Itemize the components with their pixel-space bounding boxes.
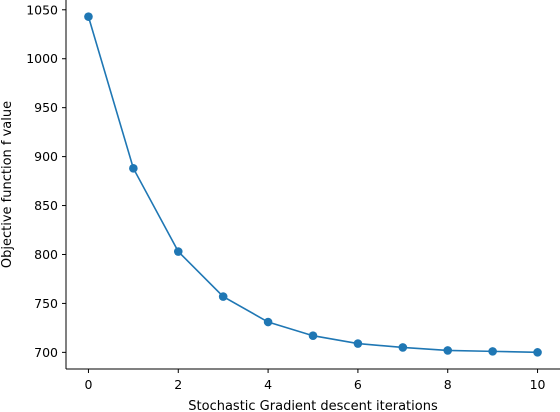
x-axis-label: Stochastic Gradient descent iterations [188,399,438,412]
y-tick-label: 850 [34,198,58,213]
x-tick-label: 6 [354,377,362,392]
data-point [443,346,453,355]
x-tick-label: 0 [84,377,92,392]
data-point [129,164,138,173]
y-tick-label: 950 [34,100,58,115]
y-tick-label: 700 [34,345,58,360]
data-point [173,247,183,256]
data-point [398,343,408,352]
series-line [87,16,538,354]
data-point [488,347,497,356]
y-tick-label: 800 [34,247,58,262]
y-axis-ticks: 700 750 800 850 900 950 1000 1050 [26,2,66,360]
data-point [218,292,228,301]
data-point [308,331,318,341]
x-tick-label: 2 [174,377,182,392]
y-tick-label: 1000 [26,51,58,66]
x-tick-label: 4 [264,377,272,392]
y-axis-label: Objective function f value [0,101,15,268]
series-layer [84,12,542,357]
x-axis-ticks: 0 2 4 6 8 10 [84,369,546,392]
y-tick-label: 1050 [26,2,58,17]
y-tick-label: 750 [34,296,58,311]
data-point [353,339,363,348]
data-point [263,317,273,327]
x-tick-label: 10 [530,377,546,392]
x-tick-label: 8 [444,377,452,392]
y-tick-label: 900 [34,149,58,164]
data-point [533,348,542,357]
data-point [84,12,93,21]
